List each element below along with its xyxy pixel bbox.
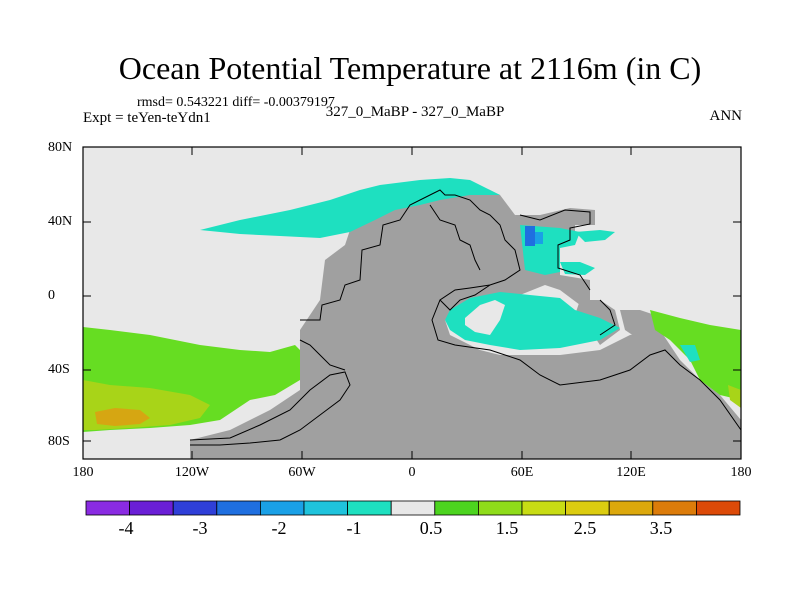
- lon-label-60w: 60W: [288, 465, 316, 480]
- land-central: [300, 182, 741, 459]
- lat-label-40n: 40N: [48, 214, 73, 229]
- map-title: Ocean Potential Temperature at 2116m (in…: [118, 50, 702, 86]
- case-label: 327_0_MaBP - 327_0_MaBP: [325, 104, 505, 120]
- field-northeast-blob: [575, 230, 615, 242]
- coastline-5: [429, 204, 481, 271]
- coastline-1: [300, 189, 742, 431]
- colorbar-label: 2.5: [573, 518, 597, 538]
- field-blue-spot-2: [535, 232, 543, 244]
- colorbar-swatch: [434, 500, 479, 516]
- colorbar-swatch: [696, 500, 741, 516]
- colorbar-label: -4: [118, 518, 134, 538]
- colorbar-swatch: [303, 500, 348, 516]
- colorbar-label: -3: [192, 518, 208, 538]
- coastline-4: [519, 209, 591, 291]
- field-south-orange: [95, 408, 150, 426]
- land-southwest: [190, 390, 300, 459]
- lat-label-40s: 40S: [48, 362, 70, 377]
- coastline-6: [599, 299, 616, 336]
- colorbar-label: -2: [271, 518, 287, 538]
- colorbar-label: 3.5: [649, 518, 673, 538]
- land-east-coast: [620, 310, 660, 340]
- lat-label-80n: 80N: [48, 140, 73, 155]
- field-east-yellowgreen: [728, 385, 741, 408]
- colorbar-swatch: [85, 500, 130, 516]
- colorbar-swatch: [129, 500, 174, 516]
- lon-label-120e: 120E: [616, 465, 646, 480]
- colorbar-swatch: [259, 500, 305, 516]
- colorbar-swatch: [477, 500, 523, 516]
- season-label: ANN: [709, 108, 743, 124]
- colorbar-label: 1.5: [495, 518, 519, 538]
- stats-line: rmsd= 0.543221 diff= -0.00379197: [137, 95, 335, 110]
- ocean-anomaly-fields: [83, 178, 741, 432]
- colorbar-swatch: [347, 500, 392, 516]
- field-north-cyan: [200, 178, 500, 238]
- lon-label-180e: 180: [730, 465, 752, 480]
- colorbar: [85, 500, 741, 516]
- lat-label-80s: 80S: [48, 434, 70, 449]
- colorbar-swatch: [565, 500, 610, 516]
- lat-label-eq: 0: [48, 288, 55, 303]
- colorbar-swatch: [521, 500, 566, 516]
- coastline-3: [299, 339, 346, 371]
- lon-label-60e: 60E: [510, 465, 534, 480]
- colorbar-swatch: [390, 500, 436, 516]
- field-blue-spot: [525, 226, 535, 246]
- lon-label-0: 0: [408, 465, 416, 480]
- lon-label-120w: 120W: [174, 465, 210, 480]
- colorbar-label: 0.5: [419, 518, 443, 538]
- colorbar-swatch: [652, 500, 697, 516]
- lon-label-180w: 180: [72, 465, 94, 480]
- colorbar-swatch: [172, 500, 218, 516]
- colorbar-swatch: [216, 500, 261, 516]
- experiment-label: Expt = teYen-teYdn1: [83, 110, 211, 126]
- coastline-2: [189, 371, 351, 446]
- field-east-cyan: [680, 345, 700, 362]
- coastline-7: [439, 284, 491, 311]
- colorbar-swatch: [608, 500, 654, 516]
- coastlines: [189, 189, 742, 446]
- colorbar-label: -1: [346, 518, 362, 538]
- axis-ticks: [83, 146, 741, 459]
- field-white-pocket: [465, 300, 505, 335]
